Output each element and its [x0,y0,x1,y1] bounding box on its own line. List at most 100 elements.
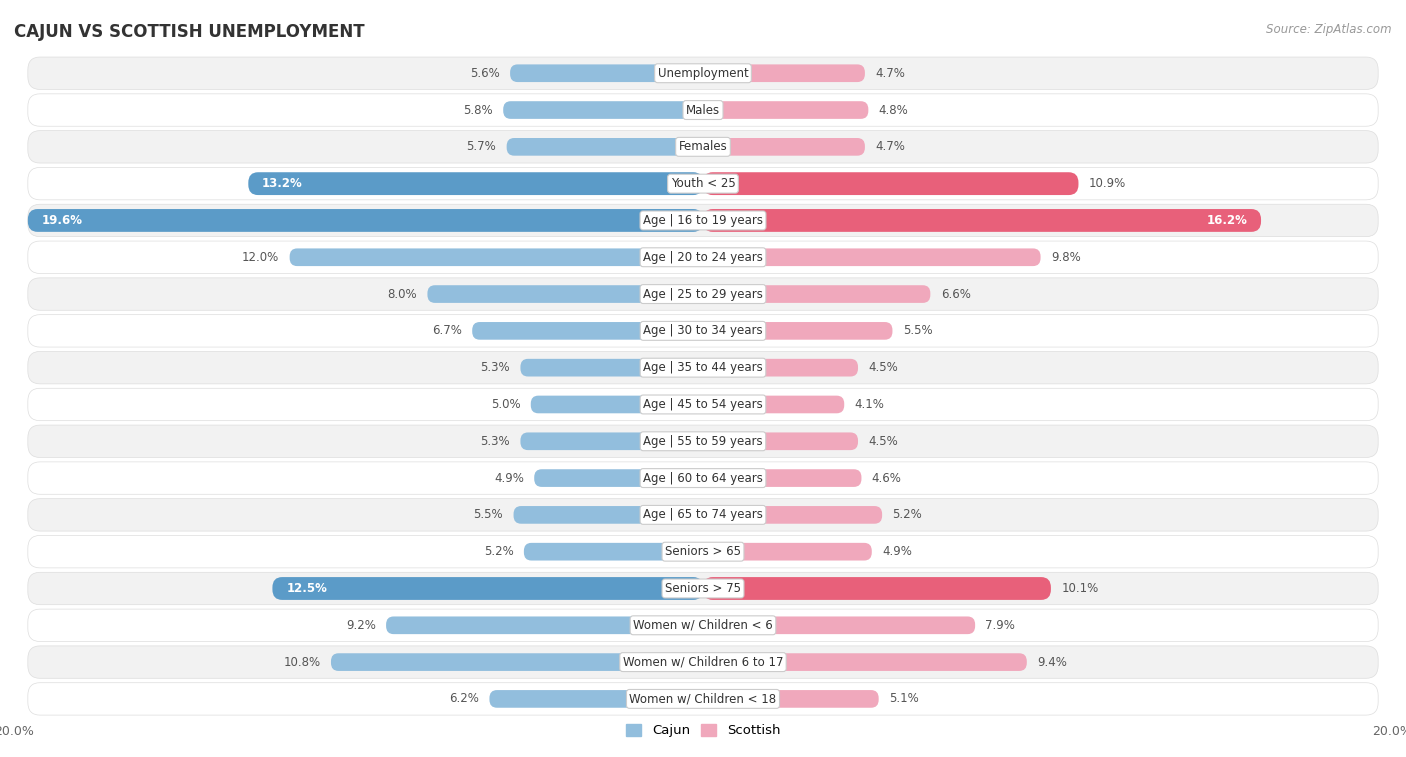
Text: Youth < 25: Youth < 25 [671,177,735,190]
FancyBboxPatch shape [513,506,703,524]
FancyBboxPatch shape [703,616,976,634]
Text: 9.8%: 9.8% [1050,251,1081,263]
Text: 4.5%: 4.5% [869,435,898,448]
FancyBboxPatch shape [28,499,1378,531]
Text: 5.0%: 5.0% [491,398,520,411]
FancyBboxPatch shape [703,506,882,524]
FancyBboxPatch shape [503,101,703,119]
FancyBboxPatch shape [330,653,703,671]
Text: Age | 25 to 29 years: Age | 25 to 29 years [643,288,763,301]
Text: 5.6%: 5.6% [470,67,499,79]
Text: Women w/ Children 6 to 17: Women w/ Children 6 to 17 [623,656,783,668]
FancyBboxPatch shape [510,64,703,82]
FancyBboxPatch shape [28,572,1378,605]
Text: 5.3%: 5.3% [481,435,510,448]
Legend: Cajun, Scottish: Cajun, Scottish [620,718,786,743]
Text: 4.7%: 4.7% [875,140,905,154]
FancyBboxPatch shape [703,209,1261,232]
FancyBboxPatch shape [28,167,1378,200]
FancyBboxPatch shape [472,322,703,340]
FancyBboxPatch shape [28,315,1378,347]
FancyBboxPatch shape [28,131,1378,163]
Text: 5.5%: 5.5% [903,324,932,338]
Text: 13.2%: 13.2% [262,177,302,190]
Text: 4.1%: 4.1% [855,398,884,411]
FancyBboxPatch shape [28,204,1378,237]
Text: CAJUN VS SCOTTISH UNEMPLOYMENT: CAJUN VS SCOTTISH UNEMPLOYMENT [14,23,364,41]
FancyBboxPatch shape [703,248,1040,266]
FancyBboxPatch shape [703,543,872,560]
Text: Age | 30 to 34 years: Age | 30 to 34 years [643,324,763,338]
Text: 7.9%: 7.9% [986,618,1015,632]
FancyBboxPatch shape [703,173,1078,195]
Text: 10.8%: 10.8% [284,656,321,668]
Text: Age | 16 to 19 years: Age | 16 to 19 years [643,214,763,227]
FancyBboxPatch shape [520,359,703,376]
FancyBboxPatch shape [28,351,1378,384]
Text: 19.6%: 19.6% [42,214,83,227]
Text: Seniors > 75: Seniors > 75 [665,582,741,595]
FancyBboxPatch shape [703,577,1050,600]
Text: 4.9%: 4.9% [882,545,912,558]
Text: Age | 55 to 59 years: Age | 55 to 59 years [643,435,763,448]
FancyBboxPatch shape [703,285,931,303]
FancyBboxPatch shape [524,543,703,560]
FancyBboxPatch shape [520,432,703,450]
FancyBboxPatch shape [28,57,1378,89]
Text: 5.3%: 5.3% [481,361,510,374]
Text: Age | 65 to 74 years: Age | 65 to 74 years [643,509,763,522]
FancyBboxPatch shape [28,94,1378,126]
Text: Women w/ Children < 18: Women w/ Children < 18 [630,693,776,706]
Text: 4.5%: 4.5% [869,361,898,374]
FancyBboxPatch shape [28,535,1378,568]
Text: 9.4%: 9.4% [1038,656,1067,668]
FancyBboxPatch shape [531,396,703,413]
Text: Unemployment: Unemployment [658,67,748,79]
Text: Age | 20 to 24 years: Age | 20 to 24 years [643,251,763,263]
Text: 6.6%: 6.6% [941,288,970,301]
FancyBboxPatch shape [703,359,858,376]
FancyBboxPatch shape [249,173,703,195]
FancyBboxPatch shape [28,241,1378,273]
Text: Females: Females [679,140,727,154]
Text: 4.9%: 4.9% [494,472,524,484]
FancyBboxPatch shape [534,469,703,487]
Text: 4.7%: 4.7% [875,67,905,79]
Text: 5.2%: 5.2% [893,509,922,522]
FancyBboxPatch shape [28,209,703,232]
FancyBboxPatch shape [28,425,1378,457]
Text: 5.2%: 5.2% [484,545,513,558]
Text: 6.2%: 6.2% [450,693,479,706]
Text: 6.7%: 6.7% [432,324,461,338]
Text: 16.2%: 16.2% [1206,214,1247,227]
Text: 10.1%: 10.1% [1062,582,1098,595]
FancyBboxPatch shape [703,322,893,340]
FancyBboxPatch shape [290,248,703,266]
FancyBboxPatch shape [703,469,862,487]
FancyBboxPatch shape [273,577,703,600]
Text: 4.8%: 4.8% [879,104,908,117]
Text: Seniors > 65: Seniors > 65 [665,545,741,558]
FancyBboxPatch shape [489,690,703,708]
Text: 5.7%: 5.7% [467,140,496,154]
Text: 12.5%: 12.5% [287,582,328,595]
FancyBboxPatch shape [703,690,879,708]
Text: Women w/ Children < 6: Women w/ Children < 6 [633,618,773,632]
Text: Age | 35 to 44 years: Age | 35 to 44 years [643,361,763,374]
Text: Age | 60 to 64 years: Age | 60 to 64 years [643,472,763,484]
FancyBboxPatch shape [703,432,858,450]
FancyBboxPatch shape [28,646,1378,678]
Text: 4.6%: 4.6% [872,472,901,484]
FancyBboxPatch shape [703,138,865,156]
FancyBboxPatch shape [427,285,703,303]
FancyBboxPatch shape [387,616,703,634]
FancyBboxPatch shape [28,462,1378,494]
Text: Source: ZipAtlas.com: Source: ZipAtlas.com [1267,23,1392,36]
FancyBboxPatch shape [703,101,869,119]
Text: Age | 45 to 54 years: Age | 45 to 54 years [643,398,763,411]
FancyBboxPatch shape [28,683,1378,715]
Text: 9.2%: 9.2% [346,618,375,632]
FancyBboxPatch shape [506,138,703,156]
Text: 5.1%: 5.1% [889,693,918,706]
FancyBboxPatch shape [703,396,844,413]
